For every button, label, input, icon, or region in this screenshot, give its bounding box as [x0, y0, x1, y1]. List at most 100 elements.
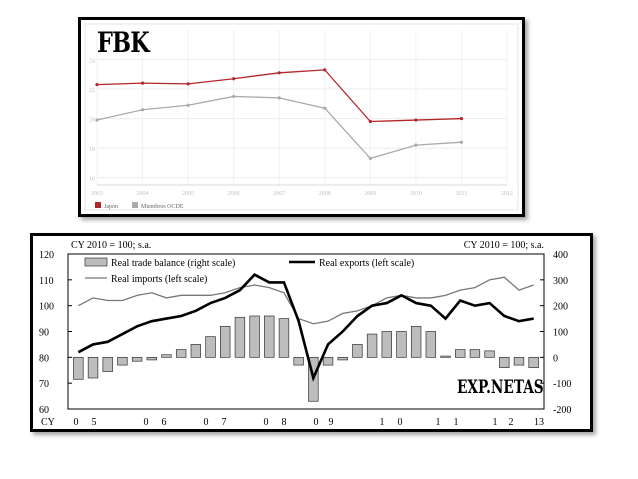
x-tick-label: 2011: [456, 191, 468, 197]
trade-balance-bar: [410, 325, 422, 358]
data-point: [277, 96, 281, 100]
trade-balance-bar: [249, 315, 260, 358]
left-tick-label: 110: [39, 276, 54, 287]
x-tick-label: 7: [222, 417, 227, 428]
trade-balance-bar: [87, 356, 99, 379]
left-tick-label: 90: [39, 328, 49, 339]
data-point: [414, 118, 418, 122]
data-point: [186, 82, 190, 86]
trade-balance-bar: [352, 344, 363, 358]
y-tick-label: 18: [89, 147, 95, 153]
x-tick-label: 2004: [137, 191, 149, 197]
trade-balance-bar: [337, 356, 348, 361]
legend-label: Miembros OCDE: [141, 204, 184, 210]
y-tick-label: 22: [89, 88, 95, 94]
x-tick-label: 0: [314, 417, 319, 428]
x-tick-label: 13: [534, 417, 544, 428]
trade-balance-bar: [469, 349, 481, 358]
x-tick-label: 2007: [273, 191, 285, 197]
x-tick-label: 0: [204, 417, 209, 428]
x-tick-label: 2008: [319, 191, 331, 197]
y-tick-label: 20: [89, 118, 95, 124]
data-point: [140, 81, 145, 85]
data-point: [232, 94, 236, 99]
trade-balance-bar: [381, 331, 392, 358]
trade-balance-bar: [117, 356, 128, 366]
trade-balance-bar: [190, 344, 202, 358]
trade-chart-panel: 60 70 80 90 100 110 120 -200 -100 0 100 200 300 400 CY…: [30, 233, 593, 432]
trade-balance-bar: [484, 350, 495, 358]
right-tick-label: -200: [553, 405, 571, 416]
legend-swatch: [132, 202, 138, 208]
trade-balance-bar: [234, 316, 246, 358]
fbk-line-chart: 16 18 20 22 24 2003 2004 2005 2006 2007 2008 2009 20…: [84, 23, 519, 211]
legend-swatch: [95, 202, 101, 208]
right-tick-label: -100: [553, 379, 571, 390]
legend-label-imports: Real imports (left scale): [111, 274, 207, 285]
x-tick-label: 5: [92, 417, 97, 428]
x-tick-label: 2003: [91, 191, 103, 197]
legend-label: Japón: [104, 204, 118, 210]
trade-balance-bar: [425, 331, 437, 358]
trade-balance-bar: [278, 318, 290, 358]
data-point: [232, 77, 236, 81]
x-tick-label: 1: [454, 417, 459, 428]
trade-balance-bar: [264, 315, 275, 358]
data-point: [140, 108, 145, 112]
trade-balance-bar: [220, 325, 231, 358]
left-tick-label: 70: [39, 379, 49, 390]
x-tick-label: 2005: [182, 191, 194, 197]
data-point: [368, 156, 372, 161]
left-axis-label: CY 2010 = 100; s.a.: [71, 240, 151, 251]
right-tick-label: 100: [553, 328, 568, 339]
data-point: [95, 118, 99, 122]
legend-label-bars: Real trade balance (right scale): [111, 258, 235, 269]
x-tick-label: 0: [398, 417, 403, 428]
real-exports-line: [77, 273, 534, 382]
x-tick-label: 0: [144, 417, 149, 428]
trade-combo-chart: 60708090100110120-200-1000100200300400CY…: [39, 240, 571, 428]
right-tick-label: 0: [553, 353, 558, 364]
right-axis-label: CY 2010 = 100; s.a.: [464, 240, 544, 251]
data-point: [414, 143, 418, 147]
data-point: [323, 106, 327, 110]
left-tick-label: 120: [39, 250, 54, 261]
left-tick-label: 100: [39, 302, 54, 313]
x-tick-label: 1: [493, 417, 498, 428]
x-axis-title: CY: [41, 417, 55, 428]
trade-balance-bar: [175, 349, 187, 358]
trade-balance-bar: [440, 355, 451, 358]
legend-swatch-bars: [84, 257, 108, 267]
right-tick-label: 300: [553, 276, 568, 287]
exp-netas-label: EXP.NETAS: [457, 376, 544, 398]
y-tick-label: 24: [89, 59, 95, 65]
x-tick-label: 9: [329, 417, 334, 428]
x-tick-label: 1: [436, 417, 441, 428]
x-tick-label: 2: [509, 417, 514, 428]
data-point: [277, 71, 281, 75]
fbk-chart-panel: 16 18 20 22 24 2003 2004 2005 2006 2007 2008 2009 20…: [78, 17, 525, 217]
right-tick-label: 400: [553, 250, 568, 261]
plot-frame: [84, 23, 519, 211]
real-imports-line: [78, 276, 534, 325]
left-tick-label: 60: [39, 405, 49, 416]
x-tick-label: 0: [74, 417, 79, 428]
trade-balance-bar: [396, 331, 407, 358]
left-tick-label: 80: [39, 353, 49, 364]
right-tick-label: 200: [553, 302, 568, 313]
trade-balance-bar: [293, 356, 304, 366]
trade-balance-bar: [102, 356, 113, 372]
data-point: [459, 116, 464, 121]
x-tick-label: 2010: [410, 191, 422, 197]
trade-balance-bar: [73, 356, 84, 380]
x-tick-label: 2006: [228, 191, 240, 197]
x-tick-label: 2012: [501, 191, 513, 197]
trade-balance-bar: [455, 349, 466, 358]
data-point: [186, 103, 190, 107]
trade-balance-bar: [146, 356, 157, 361]
x-tick-label: 1: [380, 417, 385, 428]
trade-balance-bar: [528, 356, 539, 369]
data-point: [323, 68, 327, 72]
x-tick-label: 6: [162, 417, 167, 428]
y-tick-label: 16: [89, 177, 95, 183]
